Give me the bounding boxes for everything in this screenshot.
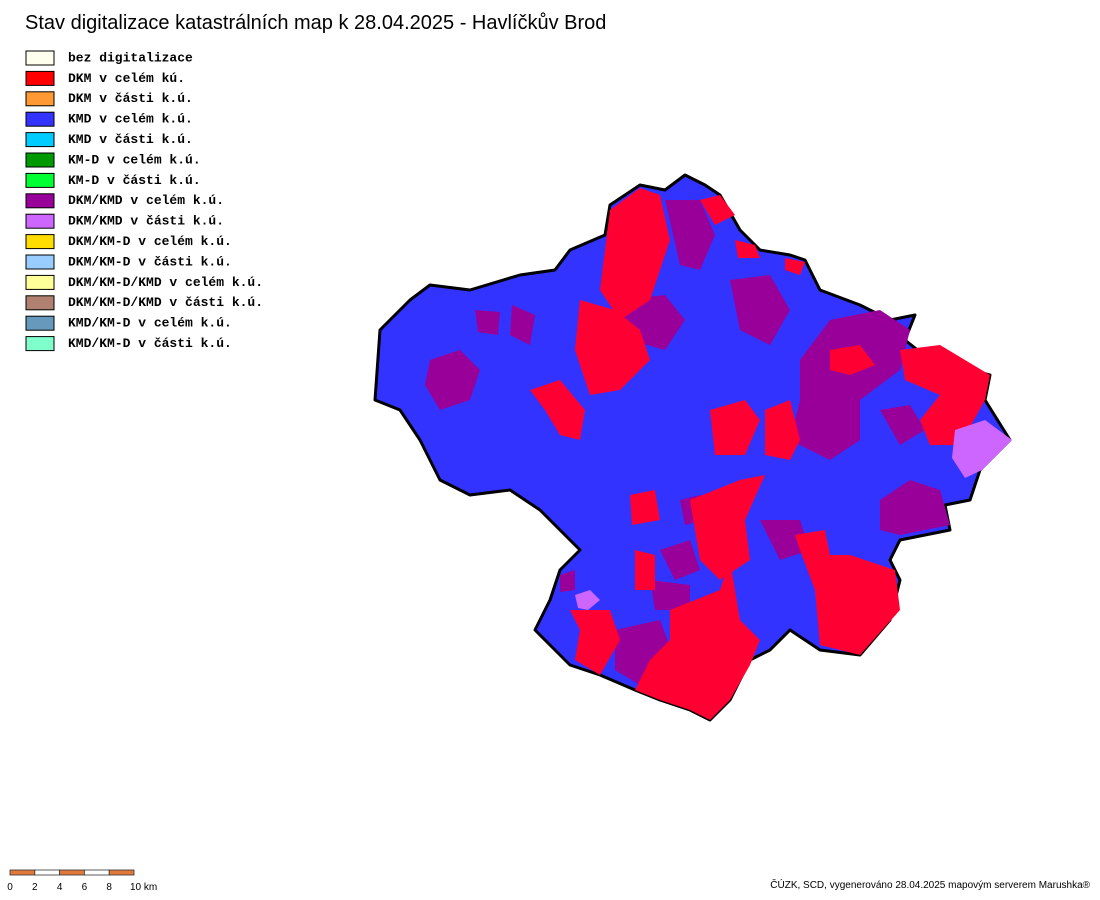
scale-segment <box>84 869 110 876</box>
legend-swatch <box>25 111 55 127</box>
legend-swatch <box>25 315 55 331</box>
credit: ČÚZK, SCD, vygenerováno 28.04.2025 mapov… <box>770 878 1090 891</box>
legend-label: KMD/KM-D v celém k.ú. <box>68 316 232 331</box>
legend-swatch <box>25 213 55 229</box>
legend-swatch <box>25 295 55 311</box>
legend-label: KMD/KM-D v části k.ú. <box>68 336 232 351</box>
legend-label: DKM/KM-D v celém k.ú. <box>68 234 232 249</box>
scale-segment <box>108 869 135 876</box>
legend-label: KM-D v části k.ú. <box>68 173 201 188</box>
scale-label: 0 <box>7 882 13 893</box>
legend-swatch <box>25 50 55 66</box>
legend-label: bez digitalizace <box>68 50 193 65</box>
legend-label: DKM/KM-D/KMD v celém k.ú. <box>68 275 263 290</box>
map <box>373 173 1012 722</box>
scale-label: 8 <box>106 882 112 893</box>
scale-segment <box>34 869 60 876</box>
legend-label: DKM v části k.ú. <box>68 91 193 106</box>
legend-swatch <box>25 152 55 168</box>
legend-swatch <box>25 172 55 188</box>
legend-label: DKM v celém kú. <box>68 71 185 86</box>
map-title: Stav digitalizace katastrálních map k 28… <box>25 12 606 34</box>
scale-bar: 0 2 4 6 8 10 km <box>7 869 157 893</box>
legend-label: DKM/KM-D/KMD v části k.ú. <box>68 295 263 310</box>
legend-label: DKM/KM-D v části k.ú. <box>68 254 232 269</box>
scale-label: 6 <box>82 882 88 893</box>
legend-swatch <box>25 91 55 107</box>
legend-swatch <box>25 274 55 290</box>
scale-label: 2 <box>32 882 38 893</box>
scale-segment <box>59 869 85 876</box>
legend-swatch <box>25 254 55 270</box>
legend-label: KM-D v celém k.ú. <box>68 152 201 167</box>
dkm-areas <box>530 188 990 720</box>
dkm-kmd-partial-areas <box>575 420 1012 610</box>
legend-swatch <box>25 193 55 209</box>
scale-label: 4 <box>57 882 63 893</box>
legend-swatch <box>25 70 55 86</box>
legend-label: DKM/KMD v celém k.ú. <box>68 193 224 208</box>
legend-swatch <box>25 336 55 352</box>
scale-label: 10 km <box>130 882 157 893</box>
legend-label: KMD v části k.ú. <box>68 132 193 147</box>
legend-swatch <box>25 234 55 250</box>
scale-segment <box>9 869 36 876</box>
legend: bez digitalizace DKM v celém kú. DKM v čás… <box>25 50 263 352</box>
legend-label: DKM/KMD v části k.ú. <box>68 214 224 229</box>
legend-label: KMD v celém k.ú. <box>68 112 193 127</box>
legend-swatch <box>25 132 55 148</box>
